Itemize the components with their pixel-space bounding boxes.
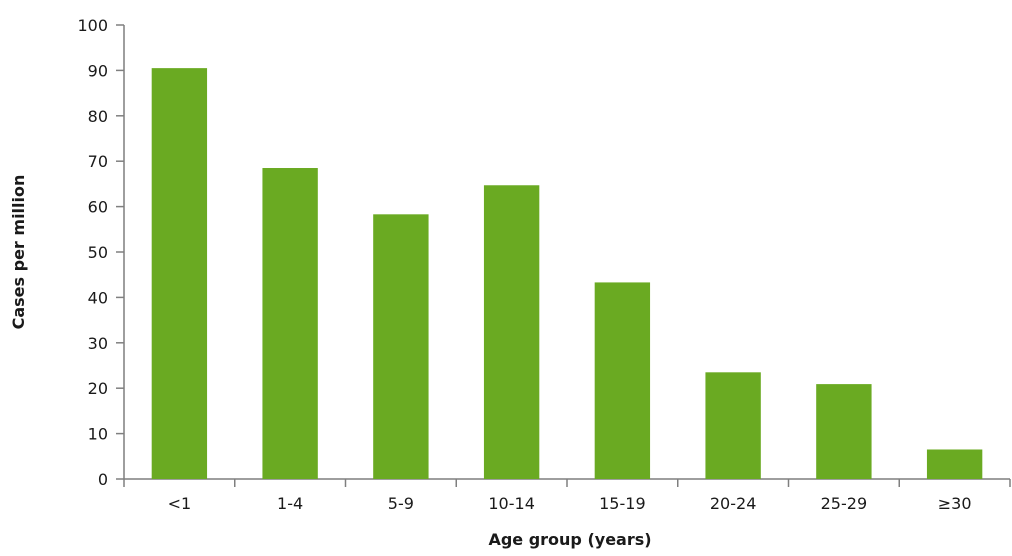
y-tick-label: 40 (88, 288, 108, 307)
y-tick-label: 70 (88, 152, 108, 171)
y-tick-label: 0 (98, 470, 108, 489)
bar (373, 214, 429, 479)
x-tick-label: 5-9 (388, 494, 414, 513)
y-tick-label: 20 (88, 379, 108, 398)
y-tick-label: 50 (88, 243, 108, 262)
x-tick-label: 25-29 (821, 494, 868, 513)
y-axis-title: Cases per million (9, 175, 28, 330)
y-tick-label: 30 (88, 334, 108, 353)
y-tick-label: 90 (88, 61, 108, 80)
x-axis: <1 1-4 5-9 10-14 15-19 20-24 25-29 ≥30 (123, 478, 1011, 513)
x-tick-label: 15-19 (599, 494, 646, 513)
bar (594, 282, 651, 479)
bar (262, 168, 318, 479)
y-tick-label: 10 (88, 425, 108, 444)
bar (816, 384, 872, 479)
x-tick-label: 20-24 (710, 494, 757, 513)
x-tick-label: 10-14 (488, 494, 535, 513)
y-tick-label: 60 (88, 198, 108, 217)
x-tick-label: 1-4 (277, 494, 303, 513)
x-tick-label: ≥30 (938, 494, 972, 513)
bar (926, 449, 983, 479)
bars (151, 68, 983, 479)
y-axis: 0 10 20 30 40 50 60 70 80 90 100 (77, 16, 125, 489)
y-tick-label: 80 (88, 107, 108, 126)
bar (483, 185, 540, 479)
bar (151, 68, 208, 479)
bar (705, 372, 761, 479)
x-tick-label: <1 (168, 494, 192, 513)
x-axis-title: Age group (years) (488, 530, 651, 549)
y-tick-label: 100 (77, 16, 108, 35)
